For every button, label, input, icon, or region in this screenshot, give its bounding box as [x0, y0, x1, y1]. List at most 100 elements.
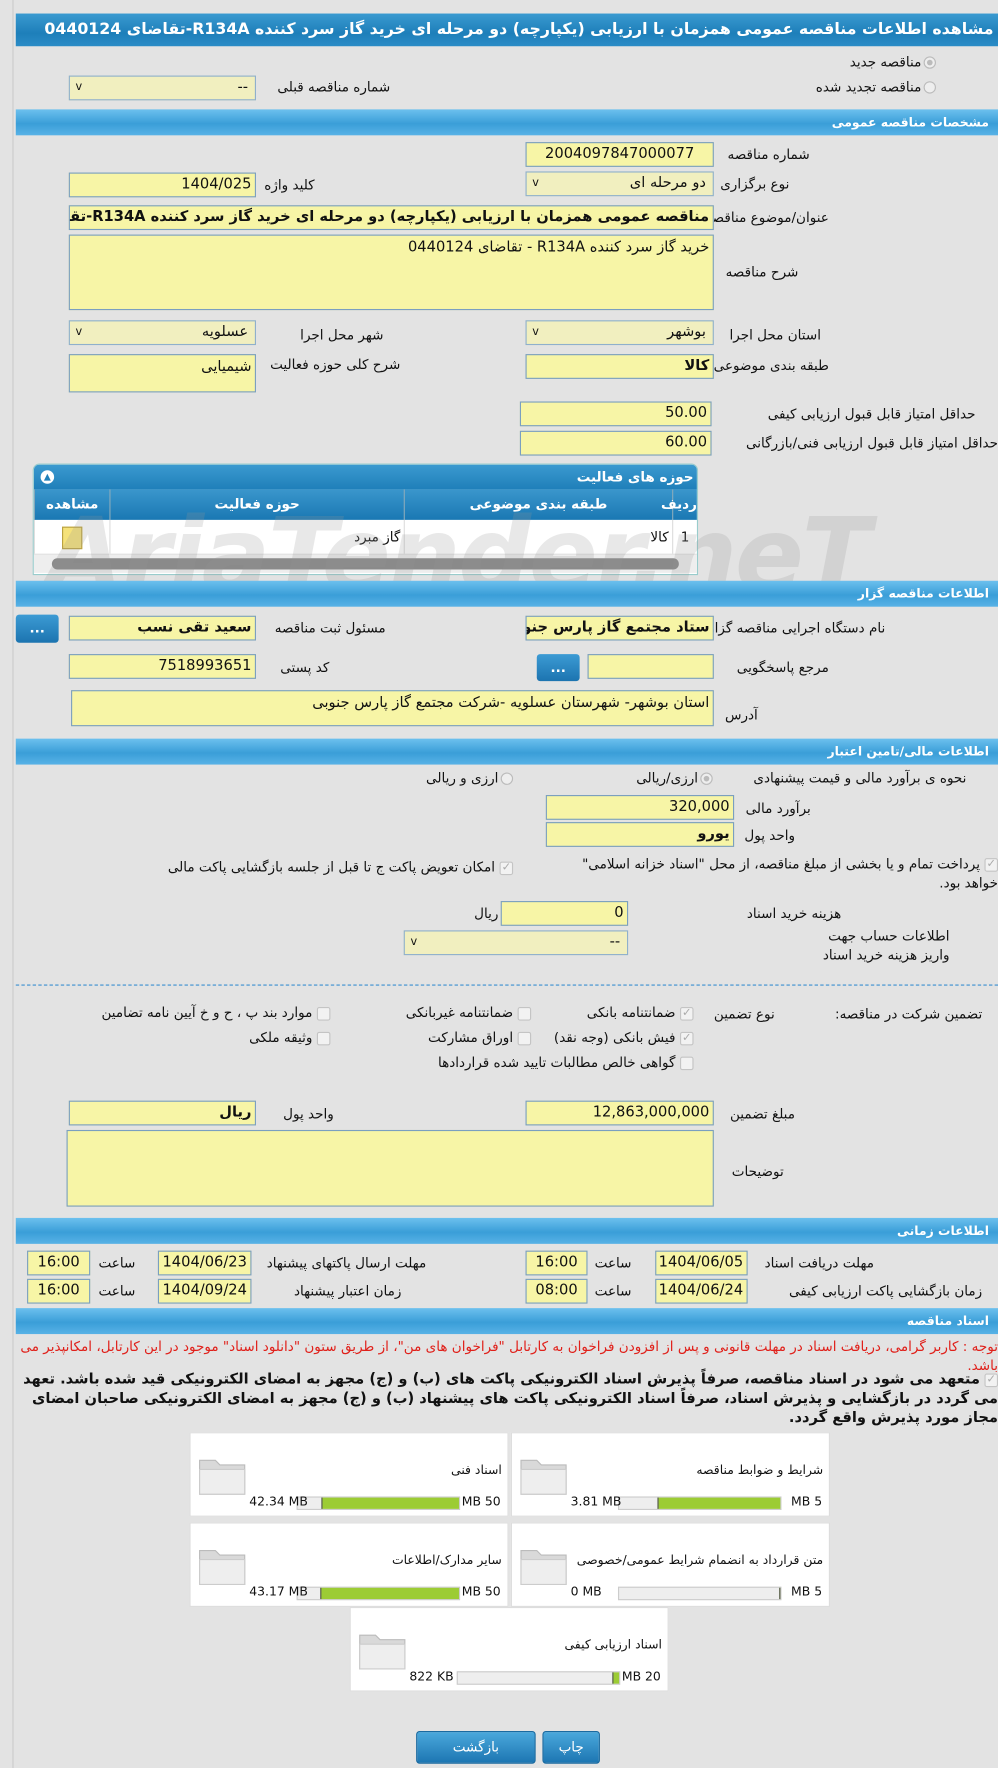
radio-label: مناقصه جدید	[849, 54, 922, 70]
checkbox-label: ضمانتنامه بانکی	[586, 1004, 676, 1021]
scrollbar-thumb[interactable]	[51, 558, 679, 570]
currency-field[interactable]: یورو	[545, 822, 735, 847]
guarantee-option[interactable]: اوراق مشارکت	[427, 1025, 532, 1050]
section-timing: اطلاعات زمانی	[15, 1217, 998, 1244]
radio-new-tender[interactable]: مناقصه جدید	[850, 50, 936, 75]
tender-number-field[interactable]: 2004097847000077	[525, 142, 714, 167]
select-resp-button[interactable]: ...	[15, 614, 59, 643]
guarantee-label: تضمین شرکت در مناقصه:	[835, 1005, 983, 1022]
receive-time-field[interactable]: 16:00	[525, 1250, 588, 1276]
view-icon[interactable]	[33, 519, 110, 554]
keyword-field[interactable]: 1404/025	[68, 172, 256, 198]
doc-max-size: 50 MB	[461, 1494, 501, 1509]
time-label: ساعت	[594, 1283, 632, 1300]
treasury-checkbox[interactable]: ✓پرداخت تمام و یا بخشی از مبلغ مناقصه، ا…	[582, 855, 998, 891]
resp-field[interactable]: سعید تقی نسب	[68, 615, 256, 641]
doc-used-size: 43.17 MB	[249, 1584, 308, 1600]
select-ref-button[interactable]: ...	[536, 654, 580, 682]
collapse-icon[interactable]: ▲	[40, 470, 55, 484]
min-quality-field[interactable]: 50.00	[519, 401, 712, 427]
category-field[interactable]: کالا	[525, 354, 714, 379]
doc-card[interactable]: متن قرارداد به انضمام شرایط عمومی/خصوصی …	[510, 1522, 830, 1607]
page-title: مشاهده اطلاعات مناقصه عمومی همزمان با ار…	[15, 13, 998, 47]
guarantee-option[interactable]: ✓ضمانتنامه بانکی	[587, 1000, 694, 1025]
swap-checkbox[interactable]: ✓امکان تعویض پاکت ج تا قبل از جلسه بازگش…	[167, 855, 514, 880]
city-label: شهر محل اجرا	[300, 327, 384, 343]
province-select[interactable]: بوشهر v	[525, 320, 714, 346]
address-label: آدرس	[724, 707, 758, 723]
city-select[interactable]: عسلویه v	[68, 320, 256, 346]
guarantee-option[interactable]: گواهی خالص مطالبات تایید شده قراردادها	[438, 1050, 694, 1075]
doc-cost-field[interactable]: 0	[500, 901, 629, 926]
radio-label: ارزی و ریالی	[426, 770, 499, 787]
guarantee-option[interactable]: ضمانتنامه غیربانکی	[406, 1000, 532, 1025]
open-date-field[interactable]: 1404/06/24	[655, 1278, 748, 1304]
guarantee-option[interactable]: وثیقه ملکی	[249, 1025, 331, 1050]
doc-card[interactable]: اسناد فنی 50 MB 42.34 MB	[189, 1432, 509, 1517]
col-view[interactable]: مشاهده	[33, 489, 110, 520]
select-value: عسلویه	[201, 323, 249, 341]
checkbox-label: فیش بانکی (وجه نقد)	[553, 1029, 676, 1046]
checkbox-label: اوراق مشارکت	[427, 1029, 514, 1046]
back-button[interactable]: بازگشت	[416, 1731, 536, 1764]
select-value: --	[237, 78, 249, 96]
radio-estimate-1[interactable]: ارزی/ریالی	[636, 766, 713, 791]
doc-card[interactable]: اسناد ارزیابی کیفی 20 MB 822 KB	[349, 1606, 669, 1692]
doc-usage-bar	[617, 1496, 782, 1510]
time-label: ساعت	[98, 1283, 136, 1300]
open-time-field[interactable]: 08:00	[525, 1278, 588, 1304]
doc-usage-fill	[657, 1497, 781, 1509]
print-button[interactable]: چاپ	[542, 1731, 600, 1764]
activity-field[interactable]: شیمیایی	[68, 354, 256, 393]
ref-field[interactable]	[587, 654, 714, 679]
radio-renewed-tender[interactable]: مناقصه تجدید شده	[816, 74, 936, 99]
send-date-field[interactable]: 1404/06/23	[157, 1250, 252, 1276]
select-value: بوشهر	[667, 323, 706, 341]
activity-grid: حوزه های فعالیت ▲ ردیف طبقه بندی موضوعی ح…	[32, 463, 699, 576]
section-docs: اسناد مناقصه	[15, 1308, 998, 1335]
notes-field[interactable]	[66, 1129, 714, 1207]
account-select[interactable]: -- v	[403, 930, 629, 956]
estimate-label: نحوه ی برآورد مالی و قیمت پیشنهادی	[753, 770, 967, 787]
valid-date-field[interactable]: 1404/09/24	[157, 1278, 252, 1304]
doc-used-size: 42.34 MB	[249, 1494, 308, 1509]
commit-checkbox[interactable]: ✓متعهد می شود در اسناد مناقصه، صرفاً پذی…	[23, 1371, 998, 1427]
guarantee-currency-field[interactable]: ریال	[68, 1100, 256, 1126]
doc-card[interactable]: شرایط و ضوابط مناقصه 5 MB 3.81 MB	[510, 1432, 830, 1517]
min-tech-label: حداقل امتیاز قابل قبول ارزیابی فنی/بازرگ…	[746, 435, 998, 452]
amount-field[interactable]: 320,000	[545, 795, 735, 820]
doc-name: سایر مدارک/اطلاعات	[391, 1552, 502, 1568]
folder-icon	[199, 1550, 246, 1585]
guarantee-amount-field[interactable]: 12,863,000,000	[525, 1100, 714, 1126]
org-field[interactable]: ستاد مجتمع گاز پارس جنوبی	[525, 615, 714, 641]
valid-time-field[interactable]: 16:00	[27, 1278, 91, 1304]
desc-field[interactable]: خرید گاز سرد کننده R134A - تقاضای 044012…	[68, 234, 714, 311]
send-time-field[interactable]: 16:00	[27, 1250, 91, 1276]
subject-field[interactable]: مناقصه عمومی همزمان با ارزیابی (یکپارچه)…	[68, 205, 714, 231]
checkbox-label: امکان تعویض پاکت ج تا قبل از جلسه بازگشا…	[167, 859, 496, 876]
doc-usage-fill	[612, 1672, 620, 1684]
section-finance: اطلاعات مالی/تامین اعتبار	[15, 738, 998, 765]
activity-label: شرح کلی حوزه فعالیت	[270, 356, 401, 373]
doc-usage-bar	[456, 1671, 621, 1685]
horizontal-scrollbar[interactable]	[33, 554, 697, 573]
radio-estimate-2[interactable]: ارزی و ریالی	[426, 766, 514, 791]
guarantee-option[interactable]: موارد بند پ ، ح و خ آیین نامه تضامین	[101, 1000, 331, 1025]
doc-usage-fill	[320, 1587, 459, 1600]
guarantee-option[interactable]: ✓فیش بانکی (وجه نقد)	[554, 1025, 694, 1050]
receive-date-field[interactable]: 1404/06/05	[655, 1250, 748, 1276]
min-tech-field[interactable]: 60.00	[519, 430, 712, 456]
org-label: نام دستگاه اجرایی مناقصه گزار	[708, 620, 886, 637]
col-category[interactable]: طبقه بندی موضوعی	[403, 489, 672, 520]
col-row[interactable]: ردیف	[661, 489, 697, 520]
postal-field[interactable]: 7518993651	[68, 654, 256, 679]
address-field[interactable]: استان بوشهر- شهرستان عسلویه -شرکت مجتمع …	[71, 690, 714, 727]
grid-title: حوزه های فعالیت	[576, 469, 694, 485]
doc-card[interactable]: سایر مدارک/اطلاعات 50 MB 43.17 MB	[189, 1522, 509, 1607]
col-activity[interactable]: حوزه فعالیت	[109, 489, 403, 520]
type-select[interactable]: دو مرحله ای v	[525, 171, 714, 197]
category-label: طبقه بندی موضوعی	[713, 357, 829, 374]
docs-note: توجه : کاربر گرامی، دریافت اسناد در مهلت…	[20, 1338, 998, 1374]
prev-tender-select[interactable]: -- v	[68, 75, 256, 101]
doc-max-size: 20 MB	[621, 1668, 661, 1684]
